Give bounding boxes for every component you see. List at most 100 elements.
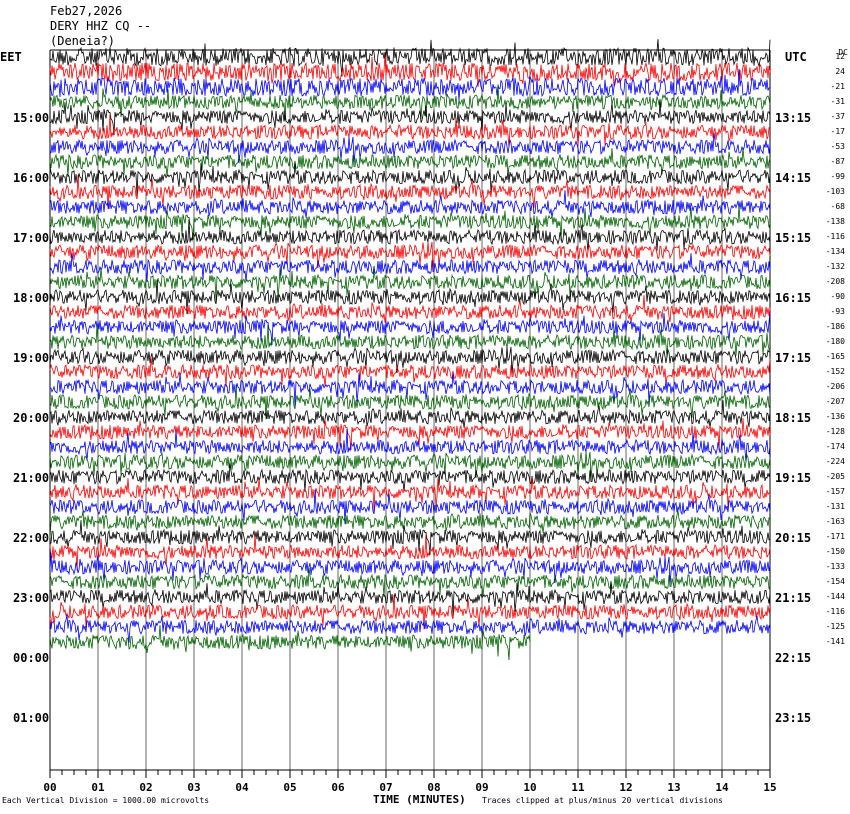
left-hour-label: 01:00: [13, 711, 50, 725]
dc-offset-value: -154: [825, 577, 845, 586]
x-axis-title: TIME (MINUTES): [373, 793, 466, 806]
dc-offset-value: -116: [825, 232, 845, 241]
right-hour-label: 22:15: [775, 651, 812, 665]
dc-offset-value: -99: [830, 172, 845, 181]
trace-line: [49, 346, 771, 376]
right-hour-label: 13:15: [775, 111, 812, 125]
dc-offset-value: -180: [825, 337, 845, 346]
x-tick-label: 00: [43, 781, 57, 794]
left-hour-label: 18:00: [13, 291, 50, 305]
trace-line: [49, 552, 771, 586]
trace-line: [49, 241, 771, 271]
x-tick-label: 05: [283, 781, 297, 794]
dc-offset-value: -125: [825, 622, 845, 631]
trace-line: [49, 68, 771, 101]
dc-offset-value: -186: [825, 322, 845, 331]
dc-offset-value: -224: [825, 457, 845, 466]
trace-line: [49, 312, 771, 346]
left-hour-label: 15:00: [13, 111, 50, 125]
x-tick-label: 09: [475, 781, 489, 794]
x-tick-label: 10: [523, 781, 537, 794]
trace-line: [49, 84, 771, 121]
trace-line: [49, 113, 771, 148]
trace-line: [49, 218, 771, 253]
dc-offset-value: -68: [830, 202, 845, 211]
trace-line: [49, 418, 771, 451]
dc-offset-value: -141: [825, 637, 845, 646]
trace-line: [49, 54, 771, 87]
dc-offset-value: -93: [830, 307, 845, 316]
right-hour-label: 20:15: [775, 531, 812, 545]
x-tick-label: 06: [331, 781, 345, 794]
dc-offset-value: -31: [830, 97, 845, 106]
trace-line: [49, 567, 771, 597]
dc-offset-value: -207: [825, 397, 845, 406]
trace-line: [49, 174, 771, 210]
trace-line: [49, 477, 771, 512]
dc-offset-value: -103: [825, 187, 845, 196]
dc-offset-value: 24: [835, 67, 845, 76]
dc-offset-value: -128: [825, 427, 845, 436]
trace-line: [49, 132, 771, 166]
x-tick-label: 08: [427, 781, 441, 794]
trace-line: [49, 252, 771, 282]
dc-offset-value: 12: [835, 52, 845, 61]
dc-offset-value: -90: [830, 292, 845, 301]
right-hour-label: 18:15: [775, 411, 812, 425]
left-zone-label: EET: [0, 50, 22, 64]
dc-offset-value: -134: [825, 247, 845, 256]
right-hour-label: 21:15: [775, 591, 812, 605]
right-hour-label: 17:15: [775, 351, 812, 365]
left-hour-label: 20:00: [13, 411, 50, 425]
dc-offset-value: -144: [825, 592, 845, 601]
left-hour-label: 17:00: [13, 231, 50, 245]
dc-offset-value: -208: [825, 277, 845, 286]
x-tick-label: 15: [763, 781, 777, 794]
x-tick-label: 12: [619, 781, 633, 794]
trace-line: [49, 295, 771, 324]
dc-offset-value: -205: [825, 472, 845, 481]
trace-line: [49, 267, 771, 302]
right-hour-label: 15:15: [775, 231, 812, 245]
trace-line: [49, 625, 531, 661]
trace-line: [49, 594, 771, 630]
clipping-note: Traces clipped at plus/minus 20 vertical…: [482, 796, 723, 805]
x-tick-label: 02: [139, 781, 153, 794]
trace-line: [49, 400, 771, 429]
dc-offset-value: -136: [825, 412, 845, 421]
right-zone-label: UTC: [785, 50, 807, 64]
trace-line: [49, 372, 771, 407]
right-hour-label: 14:15: [775, 171, 812, 185]
dc-offset-value: -163: [825, 517, 845, 526]
trace-line: [49, 489, 771, 525]
dc-offset-value: -165: [825, 352, 845, 361]
trace-line: [49, 582, 771, 617]
dc-offset-value: -174: [825, 442, 845, 451]
trace-line: [49, 147, 771, 177]
right-hour-label: 16:15: [775, 291, 812, 305]
trace-line: [49, 357, 771, 387]
dc-offset-value: -157: [825, 487, 845, 496]
trace-line: [49, 510, 771, 538]
trace-line: [49, 533, 771, 571]
dc-offset-value: -116: [825, 607, 845, 616]
trace-line: [49, 428, 771, 463]
left-hour-label: 19:00: [13, 351, 50, 365]
trace-line: [49, 384, 771, 420]
trace-line: [49, 162, 771, 197]
trace-line: [49, 462, 771, 492]
dc-offset-value: -17: [830, 127, 845, 136]
right-hour-label: 19:15: [775, 471, 812, 485]
dc-offset-value: -37: [830, 112, 845, 121]
trace-line: [49, 190, 771, 219]
x-tick-label: 04: [235, 781, 249, 794]
dc-offset-value: -138: [825, 217, 845, 226]
dc-offset-value: -152: [825, 367, 845, 376]
trace-line: [49, 614, 771, 643]
x-tick-label: 14: [715, 781, 729, 794]
left-hour-label: 16:00: [13, 171, 50, 185]
dc-offset-value: -21: [830, 82, 845, 91]
x-tick-label: 13: [667, 781, 681, 794]
left-hour-label: 23:00: [13, 591, 50, 605]
